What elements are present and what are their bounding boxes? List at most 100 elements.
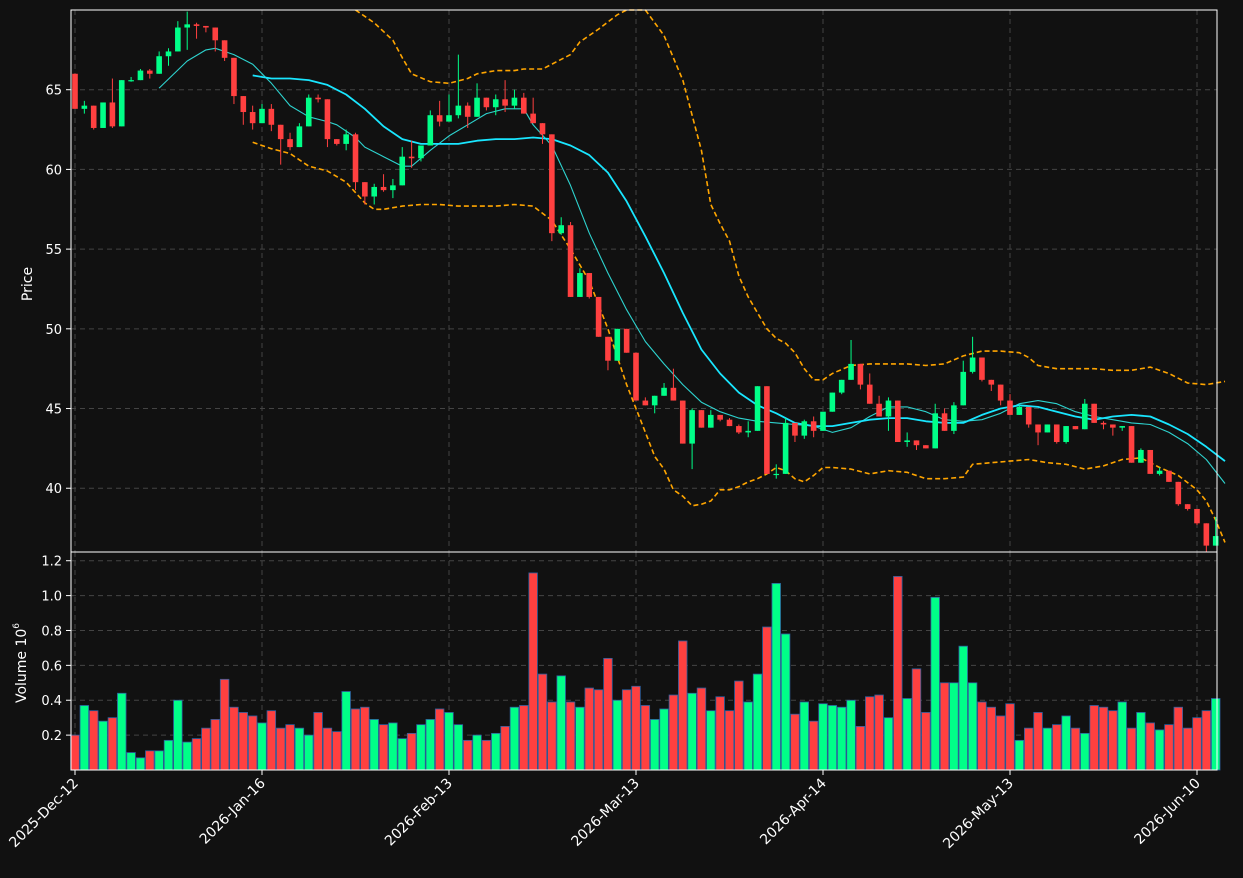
volume-bar [313, 712, 323, 771]
candle-body [502, 99, 508, 106]
volume-bar [416, 724, 426, 771]
volume-bar [537, 673, 548, 771]
candle-body [1184, 504, 1191, 509]
candle-body [100, 102, 106, 128]
candle-body [642, 400, 649, 406]
candle-body [1063, 426, 1069, 443]
volume-bar [229, 706, 239, 771]
volume-bar [1201, 710, 1212, 771]
volume-bar [668, 694, 679, 771]
candle-body [1119, 426, 1125, 428]
candle-body [614, 328, 621, 361]
candle-body [820, 411, 826, 431]
candle-body [717, 414, 723, 420]
volume-bar [1164, 724, 1174, 771]
candle-body [1053, 424, 1060, 443]
candle-body [418, 145, 424, 159]
price-tick-label: 50 [45, 323, 62, 338]
volume-bar [743, 701, 753, 771]
volume-bar [855, 726, 866, 771]
candle-body [885, 400, 892, 417]
candle-body [90, 105, 97, 128]
candle-body [997, 384, 1004, 401]
candle-body [408, 156, 415, 159]
volume-bar [967, 682, 978, 771]
volume-bar [715, 696, 725, 771]
candle-body [1025, 406, 1032, 425]
volume-bar [930, 596, 940, 771]
candle-body [305, 97, 312, 127]
candle-body [558, 225, 564, 234]
volume-bar [1014, 739, 1025, 771]
volume-bar [294, 727, 305, 771]
candle-body [147, 70, 153, 74]
volume-bar [706, 710, 716, 771]
volume-bar [79, 705, 90, 771]
candle-body [390, 185, 396, 191]
candle-body [128, 80, 134, 82]
volume-bar [603, 657, 613, 771]
volume-axis-label: Volume 106 [12, 623, 30, 703]
volume-bar [341, 691, 351, 771]
candle-body [371, 186, 377, 197]
candle-body [1166, 470, 1172, 482]
price-axis-label: Price [20, 267, 36, 301]
volume-bar [986, 706, 997, 771]
candle-body [492, 99, 499, 108]
volume-bar [659, 708, 669, 771]
candle-body [72, 73, 78, 109]
volume-bar [434, 708, 445, 771]
candle-body [754, 386, 761, 431]
volume-bar [921, 712, 931, 771]
candle-body [1128, 426, 1135, 463]
volume-bar [1154, 729, 1165, 771]
candle-body [567, 225, 574, 297]
candle-body [1138, 449, 1144, 463]
candle-body [1175, 481, 1182, 505]
candle-body [689, 410, 695, 444]
candle-body [764, 386, 770, 474]
candle-body [549, 134, 555, 234]
candle-body [1212, 536, 1219, 546]
volume-tick-label: 0.6 [41, 659, 62, 674]
volume-bar [444, 712, 454, 771]
volume-tick-label: 0.4 [41, 694, 62, 709]
volume-bar [257, 722, 267, 771]
volume-bar [481, 739, 492, 771]
volume-bar [304, 734, 314, 771]
volume-bar [808, 720, 819, 771]
volume-bar [210, 719, 220, 771]
volume-bar [397, 738, 407, 771]
price-tick-label: 40 [45, 482, 62, 497]
candle-body [876, 403, 882, 417]
volume-bar [1024, 727, 1034, 771]
candle-body [866, 384, 873, 404]
candle-body [324, 99, 331, 140]
candle-body [81, 105, 88, 109]
volume-axis-label-base: Volume 10 [14, 629, 30, 703]
candle-body [1016, 406, 1023, 415]
volume-bar [724, 710, 735, 771]
volume-bar [883, 717, 894, 771]
candle-body [623, 328, 630, 353]
candle-body [1100, 422, 1107, 425]
candle-body [193, 24, 200, 26]
candle-body [726, 419, 733, 427]
candle-body [287, 139, 293, 148]
volume-bar [846, 699, 856, 771]
candle-body [240, 96, 247, 113]
volume-bar [1080, 732, 1090, 771]
candle-body [577, 273, 583, 297]
volume-bar [874, 694, 884, 771]
volume-bar [593, 689, 604, 771]
candle-body [904, 440, 910, 443]
candle-body [698, 410, 705, 428]
volume-bar [752, 673, 763, 771]
candle-body [268, 108, 275, 125]
volume-bar [219, 678, 230, 771]
candle-body [109, 102, 116, 127]
candle-body [539, 123, 546, 135]
volume-bar [762, 626, 772, 771]
volume-bar [500, 726, 510, 771]
volume-bar [734, 680, 744, 771]
